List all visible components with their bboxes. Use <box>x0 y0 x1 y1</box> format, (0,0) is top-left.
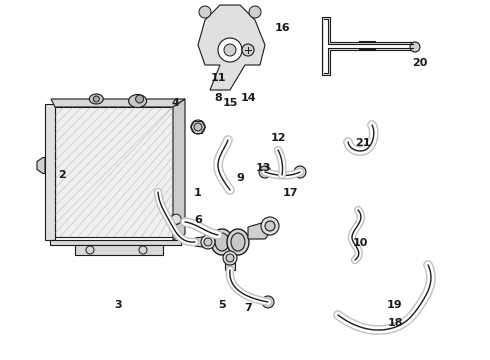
Polygon shape <box>322 17 415 75</box>
Circle shape <box>224 44 236 56</box>
Circle shape <box>410 42 420 52</box>
Text: 6: 6 <box>194 215 202 225</box>
Circle shape <box>169 216 179 226</box>
Ellipse shape <box>231 233 245 251</box>
Circle shape <box>204 238 212 246</box>
Circle shape <box>170 215 180 225</box>
Text: 1: 1 <box>194 188 202 198</box>
Text: 10: 10 <box>352 238 368 248</box>
Circle shape <box>242 44 254 56</box>
Circle shape <box>136 95 144 103</box>
Text: 2: 2 <box>58 170 66 180</box>
Circle shape <box>294 166 306 178</box>
Circle shape <box>194 123 202 131</box>
Text: 14: 14 <box>240 93 256 103</box>
Polygon shape <box>37 158 45 174</box>
Circle shape <box>191 120 205 134</box>
Text: 18: 18 <box>387 318 403 328</box>
Text: 7: 7 <box>244 303 252 313</box>
Text: 13: 13 <box>255 163 270 173</box>
Text: 11: 11 <box>210 73 226 83</box>
Text: 17: 17 <box>282 188 298 198</box>
Text: 12: 12 <box>270 133 286 143</box>
Ellipse shape <box>89 94 103 104</box>
Text: 8: 8 <box>214 93 222 103</box>
Circle shape <box>93 96 99 102</box>
Text: 16: 16 <box>275 23 291 33</box>
Circle shape <box>261 217 279 235</box>
Polygon shape <box>45 104 55 240</box>
Text: 3: 3 <box>114 300 122 310</box>
Circle shape <box>223 251 237 265</box>
Circle shape <box>265 299 271 305</box>
Ellipse shape <box>128 95 147 108</box>
Circle shape <box>171 214 181 224</box>
Circle shape <box>201 235 215 249</box>
Text: 4: 4 <box>171 98 179 108</box>
Circle shape <box>199 6 211 18</box>
Text: 5: 5 <box>218 300 226 310</box>
Polygon shape <box>324 19 413 73</box>
Polygon shape <box>50 240 181 245</box>
Circle shape <box>218 38 242 62</box>
Circle shape <box>262 296 274 308</box>
Polygon shape <box>248 222 272 239</box>
Ellipse shape <box>211 229 233 255</box>
Ellipse shape <box>215 233 229 251</box>
Circle shape <box>265 221 275 231</box>
Circle shape <box>259 166 271 178</box>
Polygon shape <box>195 236 210 248</box>
Ellipse shape <box>227 229 249 255</box>
Text: 20: 20 <box>412 58 428 68</box>
Text: 15: 15 <box>222 98 238 108</box>
Circle shape <box>249 6 261 18</box>
Polygon shape <box>55 107 173 237</box>
Text: 19: 19 <box>387 300 403 310</box>
Polygon shape <box>173 99 185 240</box>
Text: 21: 21 <box>355 138 371 148</box>
Polygon shape <box>198 5 265 90</box>
Polygon shape <box>225 255 235 270</box>
Circle shape <box>226 254 234 262</box>
Polygon shape <box>75 245 163 255</box>
Text: 9: 9 <box>236 173 244 183</box>
Polygon shape <box>51 99 185 107</box>
